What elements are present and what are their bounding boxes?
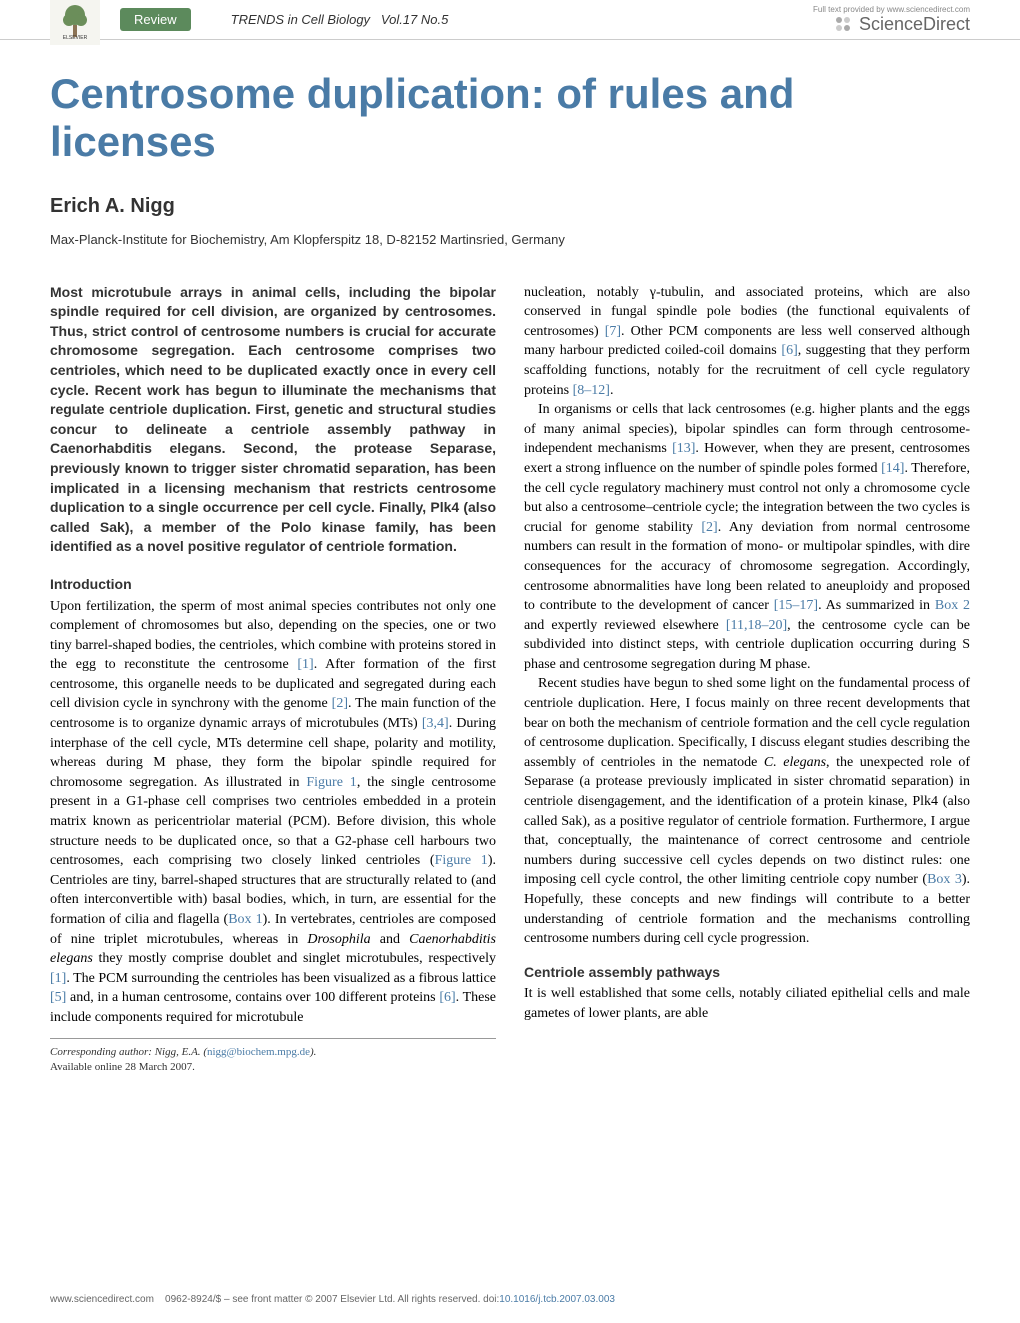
text: and (371, 932, 409, 947)
review-badge: Review (120, 8, 191, 31)
ref-link-2b[interactable]: [2] (701, 520, 717, 535)
footer-copyright: 0962-8924/$ – see front matter © 2007 El… (165, 1294, 480, 1305)
article-title: Centrosome duplication: of rules and lic… (50, 70, 970, 167)
ref-link-6[interactable]: [6] (439, 990, 455, 1005)
ref-link-11-18-20[interactable]: [11,18–20] (726, 618, 787, 633)
page-footer: www.sciencedirect.com 0962-8924/$ – see … (50, 1294, 970, 1305)
elsevier-tree-icon: ELSEVIER (55, 0, 95, 40)
corresponding-label: Corresponding author: (50, 1046, 152, 1058)
header-bar: ELSEVIER Review TRENDS in Cell Biology V… (0, 0, 1020, 40)
assembly-paragraph-1: It is well established that some cells, … (524, 984, 970, 1023)
ref-link-1b[interactable]: [1] (50, 971, 66, 986)
ref-link-13[interactable]: [13] (672, 441, 695, 456)
box-2-link[interactable]: Box 2 (935, 598, 970, 613)
journal-volume: Vol.17 No.5 (381, 12, 448, 27)
article-affiliation: Max-Planck-Institute for Biochemistry, A… (50, 232, 970, 247)
intro-paragraph-1: Upon fertilization, the sperm of most an… (50, 597, 496, 1028)
elsevier-logo: ELSEVIER (50, 0, 100, 45)
ref-link-6b[interactable]: [6] (781, 343, 797, 358)
ref-link-15-17[interactable]: [15–17] (774, 598, 818, 613)
abstract-text: Most microtubule arrays in animal cells,… (50, 283, 496, 557)
doi-label: doi: (483, 1294, 499, 1305)
box-3-link[interactable]: Box 3 (927, 872, 962, 887)
corresponding-author: Corresponding author: Nigg, E.A. (nigg@b… (50, 1045, 496, 1060)
col2-paragraph-1: nucleation, notably γ-tubulin, and assoc… (524, 283, 970, 401)
col2-paragraph-3: Recent studies have begun to shed some l… (524, 674, 970, 948)
available-online: Available online 28 March 2007. (50, 1060, 496, 1075)
article-author: Erich A. Nigg (50, 195, 970, 218)
svg-text:ELSEVIER: ELSEVIER (63, 35, 88, 40)
sciencedirect-icon (833, 14, 853, 34)
assembly-heading: Centriole assembly pathways (524, 963, 970, 983)
left-column: Most microtubule arrays in animal cells,… (50, 283, 496, 1076)
footnote-divider (50, 1038, 496, 1039)
introduction-heading: Introduction (50, 575, 496, 595)
sciencedirect-area: Full text provided by www.sciencedirect.… (813, 5, 970, 35)
text: . As summarized in (818, 598, 935, 613)
ref-link-14[interactable]: [14] (881, 461, 904, 476)
ref-link-3-4[interactable]: [3,4] (422, 716, 449, 731)
box-1-link[interactable]: Box 1 (228, 912, 262, 927)
corresponding-name: Nigg, E.A. (155, 1046, 201, 1058)
footer-left: www.sciencedirect.com 0962-8924/$ – see … (50, 1294, 615, 1305)
ref-link-8-12[interactable]: [8–12] (573, 383, 610, 398)
spacer (524, 949, 970, 963)
text: . The PCM surrounding the centrioles has… (66, 971, 496, 986)
sciencedirect-logo[interactable]: ScienceDirect (813, 14, 970, 35)
figure-1-link-b[interactable]: Figure 1 (435, 853, 488, 868)
text: , the unexpected role of Separase (a pro… (524, 755, 970, 888)
corresponding-email[interactable]: nigg@biochem.mpg.de (207, 1046, 310, 1058)
ref-link-1[interactable]: [1] (297, 657, 313, 672)
text: . (610, 383, 614, 398)
ref-link-2[interactable]: [2] (332, 696, 348, 711)
figure-1-link[interactable]: Figure 1 (306, 775, 356, 790)
article-content: Centrosome duplication: of rules and lic… (0, 40, 1020, 1075)
two-column-layout: Most microtubule arrays in animal cells,… (50, 283, 970, 1076)
col2-paragraph-2: In organisms or cells that lack centroso… (524, 400, 970, 674)
sciencedirect-name: ScienceDirect (859, 14, 970, 35)
species-drosophila: Drosophila (307, 932, 370, 947)
species-celegans-2: C. elegans (764, 755, 826, 770)
footer-url[interactable]: www.sciencedirect.com (50, 1294, 154, 1305)
right-column: nucleation, notably γ-tubulin, and assoc… (524, 283, 970, 1076)
journal-info: TRENDS in Cell Biology Vol.17 No.5 (231, 12, 813, 27)
ref-link-5[interactable]: [5] (50, 990, 66, 1005)
text: they mostly comprise doublet and singlet… (93, 951, 496, 966)
ref-link-7[interactable]: [7] (605, 324, 621, 339)
sd-provided-text: Full text provided by www.sciencedirect.… (813, 5, 970, 14)
text: and expertly reviewed elsewhere (524, 618, 726, 633)
text: and, in a human centrosome, contains ove… (66, 990, 439, 1005)
doi-link[interactable]: 10.1016/j.tcb.2007.03.003 (499, 1294, 615, 1305)
journal-name: TRENDS in Cell Biology (231, 12, 370, 27)
